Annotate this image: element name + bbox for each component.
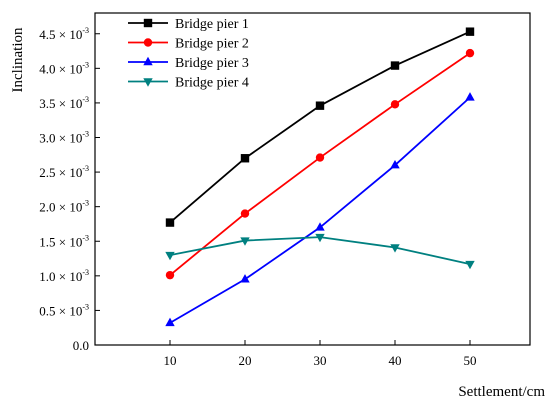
data-point <box>165 317 175 327</box>
x-tick-label: 10 <box>164 353 177 368</box>
y-tick-label: 0.5 × 10-3 <box>39 302 89 318</box>
legend-item-4: Bridge pier 4 <box>128 76 249 91</box>
data-point <box>165 251 175 261</box>
series-2 <box>165 48 475 280</box>
y-tick-label: 2.5 × 10-3 <box>39 164 89 180</box>
y-tick-label: 2.0 × 10-3 <box>39 199 89 215</box>
data-point <box>240 154 250 163</box>
y-tick-label: 3.5 × 10-3 <box>39 95 89 111</box>
data-point <box>240 209 250 218</box>
y-tick-label: 0.0 <box>73 338 89 353</box>
data-point <box>165 218 175 227</box>
legend-marker <box>143 38 153 47</box>
y-tick-label: 1.0 × 10-3 <box>39 268 89 284</box>
series-3 <box>165 92 475 327</box>
data-point <box>390 100 400 109</box>
y-tick-label: 1.5 × 10-3 <box>39 233 89 249</box>
series-line <box>169 96 471 324</box>
legend-marker <box>143 18 153 28</box>
y-axis-title: Inclination <box>10 27 26 92</box>
legend-item-1: Bridge pier 1 <box>128 17 249 32</box>
data-point <box>240 274 250 283</box>
axes-group: 0.0 0.5 × 10-3 1.0 × 10-3 1.5 × 10-3 2.0 × 1… <box>39 12 531 368</box>
data-point <box>465 48 475 58</box>
series-4 <box>165 233 475 270</box>
data-point <box>390 244 400 253</box>
legend-marker <box>143 56 153 66</box>
data-point <box>315 222 325 231</box>
series-group <box>165 27 475 327</box>
y-tick-label: 3.0 × 10-3 <box>39 130 89 146</box>
x-tick-label: 30 <box>314 353 327 368</box>
data-point <box>165 270 175 280</box>
series-1 <box>165 27 475 227</box>
legend-item-3: Bridge pier 3 <box>128 56 249 71</box>
y-tick-label: 4.5 × 10-3 <box>39 26 89 42</box>
x-tick-label: 20 <box>239 353 252 368</box>
legend-label: Bridge pier 1 <box>175 17 249 32</box>
plot-frame <box>94 12 531 346</box>
y-tick-label: 4.0 × 10-3 <box>39 60 89 76</box>
data-point <box>315 153 325 162</box>
x-axis-title: Settlement/cm <box>458 384 545 400</box>
legend-item-2: Bridge pier 2 <box>128 37 249 52</box>
data-point <box>390 61 400 70</box>
data-point <box>465 27 475 36</box>
x-tick-label: 40 <box>389 353 402 368</box>
legend-label: Bridge pier 3 <box>175 56 249 71</box>
data-point <box>465 260 475 270</box>
legend-label: Bridge pier 4 <box>175 76 249 91</box>
data-point <box>390 159 400 169</box>
data-point <box>240 237 250 246</box>
data-point <box>315 233 325 243</box>
data-point <box>465 92 475 101</box>
x-tick-label: 50 <box>464 353 477 368</box>
legend-marker <box>143 78 153 87</box>
data-point <box>315 101 325 110</box>
legend: Bridge pier 1 Bridge pier 2 Bridge pier 3 B… <box>128 17 249 91</box>
legend-label: Bridge pier 2 <box>175 37 249 52</box>
